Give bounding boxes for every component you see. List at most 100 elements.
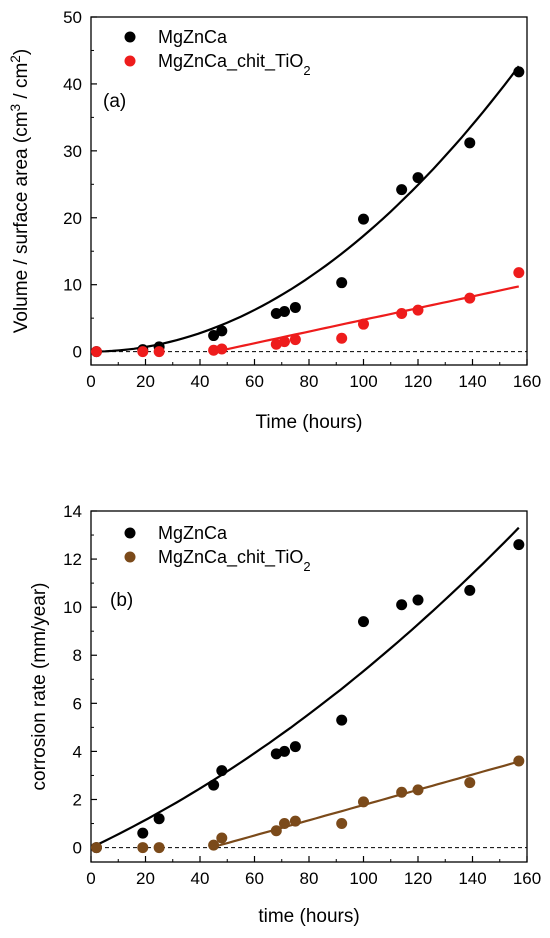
x-tick-label: 0 [86,372,95,391]
data-point [464,137,476,149]
x-tick-label: 40 [191,869,210,888]
legend-marker [124,31,136,43]
data-point [513,267,525,279]
legend-marker [124,551,136,563]
data-point [216,325,228,337]
x-tick-label: 140 [458,372,486,391]
legend-entry: MgZnCa_chit_TiO2 [158,51,311,78]
data-point [278,336,290,348]
fit-line [90,65,520,353]
data-point [396,786,408,798]
y-tick-label: 12 [63,550,82,569]
y-tick-label: 6 [73,694,82,713]
y-tick-label: 10 [63,598,82,617]
x-tick-label: 80 [300,869,319,888]
data-point [289,301,301,313]
y-axis-title: Volume / surface area (cm3 / cm2) [8,49,33,333]
x-tick-label: 140 [458,869,486,888]
x-tick-label: 160 [513,372,541,391]
data-point [216,343,228,355]
y-tick-label: 30 [63,142,82,161]
data-point [289,741,301,753]
data-point [412,784,424,796]
y-tick-label: 0 [73,343,82,362]
data-point [289,815,301,827]
x-axis-title: Time (hours) [256,412,363,433]
y-axis-title: corrosion rate (mm/year) [29,583,50,791]
y-tick-label: 14 [63,502,82,521]
x-tick-label: 60 [245,372,264,391]
data-point [90,842,102,854]
y-tick-label: 8 [73,646,82,665]
x-tick-label: 0 [86,869,95,888]
data-point [336,332,348,344]
y-tick-label: 4 [73,742,82,761]
data-point [270,825,282,837]
data-point [289,334,301,346]
y-tick-label: 0 [73,839,82,858]
data-point [412,304,424,316]
data-point [153,346,165,358]
y-tick-label: 20 [63,209,82,228]
data-point [336,714,348,726]
data-point [336,277,348,289]
data-point [396,599,408,611]
legend-entry: MgZnCa_chit_TiO2 [158,547,311,574]
x-tick-label: 20 [136,372,155,391]
data-point [208,330,220,342]
legend-marker [124,527,136,539]
data-point [358,796,369,808]
y-tick-label: 40 [63,75,82,94]
data-point [412,172,424,184]
x-tick-label: 80 [300,372,319,391]
chart-panel-1: 0 20 40 60 80 100 120 140 160 0 10 20 30 40 50 Time (ho… [8,8,542,433]
data-point [208,839,220,851]
data-point [216,832,228,844]
x-tick-label: 20 [136,869,155,888]
data-point [208,779,220,791]
data-point [513,539,525,551]
data-point [278,305,290,317]
y-tick-label: 50 [63,8,82,27]
data-point [137,827,149,839]
x-tick-label: 60 [245,869,264,888]
data-point [137,842,149,854]
data-point [153,842,165,854]
y-tick-label: 2 [73,790,82,809]
x-tick-label: 160 [513,869,541,888]
data-point [278,818,290,830]
data-point [358,318,369,330]
x-tick-label: 40 [191,372,210,391]
data-point [464,292,476,304]
panel-label: (a) [103,91,126,112]
data-point [412,594,424,606]
data-point [278,745,290,757]
chart-panel-2: 0 20 40 60 80 100 120 140 160 0 2 4 6 8 10 12 14 time (ho… [29,502,541,927]
y-tick-label: 10 [63,276,82,295]
legend-marker [124,55,136,67]
data-point [90,346,102,358]
data-point [358,213,369,225]
data-point [336,818,348,830]
x-axis-title: time (hours) [258,906,359,927]
x-tick-label: 100 [349,869,377,888]
x-tick-label: 120 [404,869,432,888]
data-point [208,344,220,356]
data-point [137,346,149,358]
legend-entry: MgZnCa [158,523,228,543]
data-point [358,616,369,628]
data-point [464,584,476,596]
x-tick-label: 100 [349,372,377,391]
data-point [396,307,408,319]
fit-line [90,526,520,849]
panel-label: (b) [110,590,133,611]
data-point [216,765,228,777]
legend-entry: MgZnCa [158,27,228,47]
data-point [396,184,408,196]
x-tick-label: 120 [404,372,432,391]
data-point [153,813,165,825]
data-point [513,66,525,78]
data-point [464,777,476,789]
data-point [513,755,525,767]
